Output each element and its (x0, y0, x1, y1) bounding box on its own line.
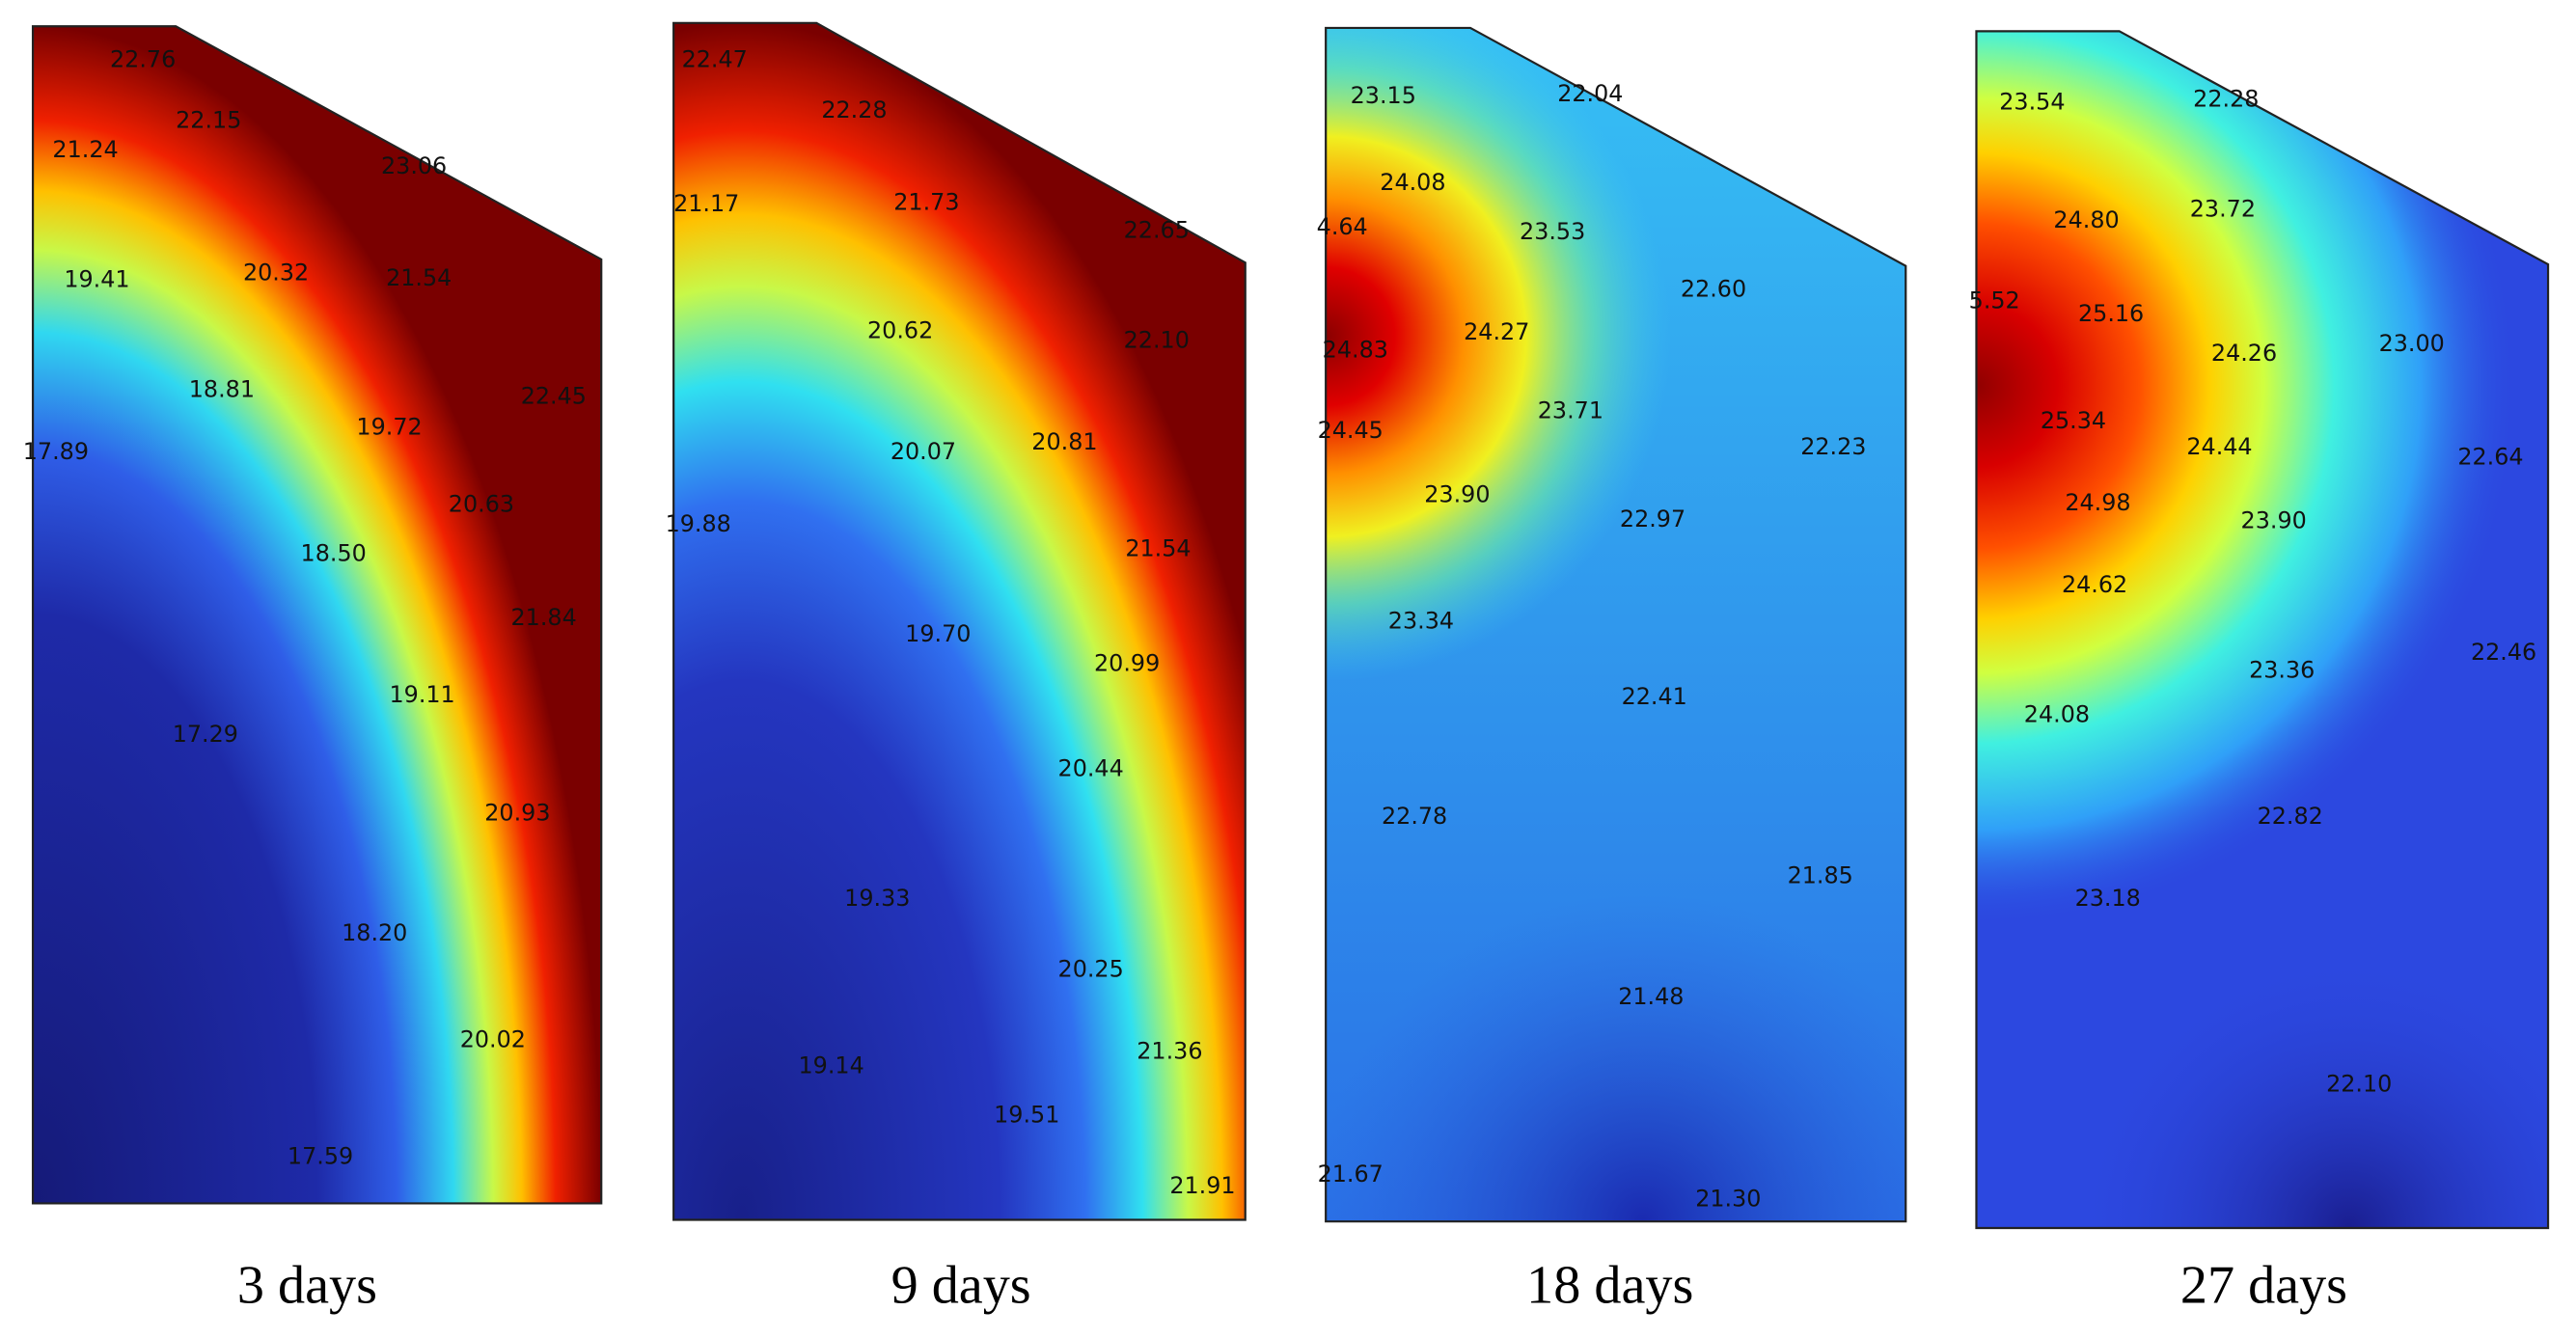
contour-label: 17.89 (23, 438, 89, 465)
contour-label: 18.81 (189, 376, 255, 403)
labels: 22.76 22.15 21.24 23.06 19.41 20.32 21.54 18.81… (23, 45, 2536, 1315)
contour-label: 24.08 (1380, 169, 1445, 196)
contour-label: 21.24 (52, 136, 118, 163)
contour-label: 20.32 (243, 259, 309, 287)
contour-label: 25.34 (2041, 407, 2106, 434)
contour-label: 24.26 (2211, 340, 2277, 367)
contour-label: 19.70 (905, 620, 971, 647)
outline (31, 25, 603, 1205)
contour-label: 22.46 (2471, 639, 2536, 666)
contour-label: 22.41 (1622, 683, 1687, 710)
outline (1975, 30, 2550, 1230)
contour-label: 23.54 (1999, 89, 2065, 116)
contour-label: 24.98 (2065, 489, 2130, 516)
contour-label: 22.97 (1620, 505, 1685, 532)
contour-label: 24.80 (2053, 206, 2119, 233)
contour-label: 23.18 (2075, 885, 2141, 912)
field-hot (1326, 27, 1906, 1222)
contour-label: 24.45 (1318, 417, 1384, 444)
contour-label: 21.67 (1318, 1161, 1384, 1188)
contour-label: 23.72 (2190, 195, 2256, 222)
panel-caption: 18 days (1526, 1256, 1693, 1316)
contour-label: 24.27 (1464, 318, 1529, 345)
contour-label: 23.06 (381, 152, 447, 179)
panel-27-days (1976, 31, 2549, 1228)
field (673, 22, 1246, 1220)
contour-label: 5.52 (1969, 287, 2020, 314)
contour-label: 23.90 (2241, 507, 2307, 534)
contour-label: 20.25 (1058, 955, 1124, 982)
contour-label: 23.53 (1520, 218, 1585, 245)
outline (1325, 26, 1907, 1223)
contour-label: 19.41 (64, 266, 129, 293)
contour-label: 25.16 (2078, 300, 2144, 327)
contour-label: 22.60 (1681, 276, 1746, 303)
contour-label: 22.28 (2193, 85, 2259, 112)
contour-label: 23.90 (1424, 480, 1490, 507)
contour-label: 22.28 (821, 96, 887, 123)
contour-label: 23.36 (2249, 657, 2315, 684)
contour-label: 20.99 (1094, 650, 1160, 677)
contour-label: 20.63 (449, 491, 514, 518)
contour-label: 22.82 (2258, 803, 2323, 830)
contour-label: 22.45 (521, 382, 587, 409)
contour-label: 4.64 (1317, 213, 1368, 240)
contour-label: 23.00 (2379, 330, 2445, 357)
contour-label: 19.33 (844, 885, 910, 912)
contour-label: 23.34 (1388, 608, 1454, 635)
contour-label: 24.44 (2186, 433, 2252, 460)
contour-label: 22.47 (682, 45, 748, 72)
contour-label: 20.07 (891, 438, 956, 465)
contour-label: 21.54 (386, 264, 452, 291)
contour-label: 18.50 (301, 540, 367, 567)
field (33, 26, 602, 1204)
contour-label: 20.62 (867, 316, 933, 343)
contour-label: 21.48 (1618, 983, 1684, 1010)
contour-label: 19.72 (356, 414, 422, 441)
contour-label: 22.64 (2457, 443, 2523, 470)
panel-caption: 3 days (237, 1256, 377, 1316)
field-hot (1976, 31, 2549, 1228)
panel-18-days (1326, 27, 1906, 1222)
contour-label: 21.54 (1125, 535, 1191, 562)
contour-label: 19.88 (666, 510, 731, 537)
contour-label: 22.23 (1800, 433, 1866, 460)
contour-label: 17.29 (173, 721, 238, 748)
contour-label: 21.73 (893, 189, 959, 216)
panel-9-days (672, 21, 1247, 1221)
contour-label: 22.78 (1382, 803, 1447, 830)
contour-label: 22.76 (110, 45, 176, 72)
contour-label: 23.15 (1351, 82, 1416, 109)
contour-label: 22.10 (2326, 1070, 2392, 1097)
contour-label: 19.51 (994, 1102, 1059, 1129)
contour-label: 22.65 (1124, 216, 1190, 243)
contour-label: 24.62 (2062, 571, 2127, 598)
contour-label: 20.44 (1058, 755, 1124, 782)
contour-label: 20.02 (460, 1025, 526, 1052)
contour-label: 18.20 (342, 919, 407, 946)
contour-label: 21.84 (511, 604, 577, 631)
contour-label: 20.93 (484, 800, 550, 827)
panel-3-days (31, 25, 603, 1205)
contour-label: 22.15 (176, 106, 241, 133)
panel-caption: 9 days (891, 1256, 1031, 1316)
contour-label: 22.04 (1557, 80, 1623, 107)
contour-label: 23.71 (1538, 397, 1603, 424)
contour-label: 17.59 (288, 1142, 353, 1169)
contour-label: 19.11 (390, 681, 455, 708)
contour-label: 19.14 (799, 1052, 864, 1079)
contour-label: 20.81 (1031, 428, 1097, 455)
contour-label: 21.91 (1169, 1172, 1235, 1199)
contour-label: 21.17 (673, 190, 739, 217)
contour-label: 21.30 (1695, 1186, 1761, 1213)
contour-label: 24.08 (2024, 701, 2090, 728)
panel-caption: 27 days (2180, 1256, 2347, 1316)
contour-label: 22.10 (1124, 326, 1190, 353)
contour-label: 24.83 (1323, 337, 1388, 364)
outline (672, 21, 1247, 1221)
contour-label: 21.36 (1137, 1037, 1202, 1064)
contour-label: 21.85 (1788, 861, 1853, 888)
